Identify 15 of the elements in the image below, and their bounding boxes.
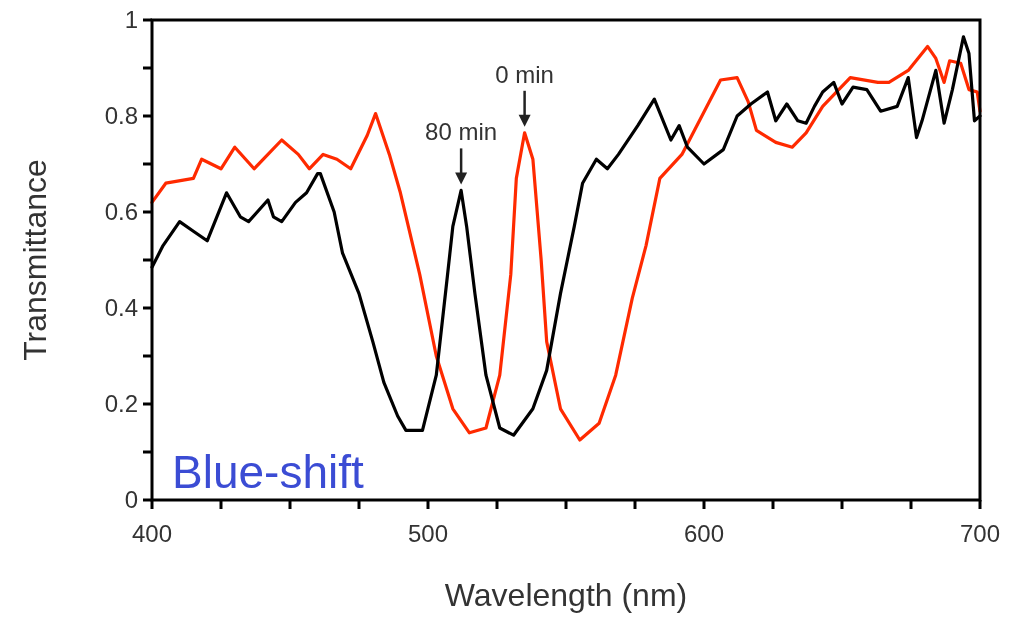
annotation: 80 min	[425, 118, 498, 146]
y-tick-label: 0.8	[104, 102, 138, 129]
annotation: 0 min	[495, 60, 554, 88]
y-tick-label: 0.4	[104, 294, 138, 321]
x-axis-title: Wavelength (nm)	[444, 577, 688, 613]
x-tick-label: 500	[407, 520, 449, 547]
y-axis-title: Transmittance	[17, 159, 53, 361]
x-tick-label: 700	[959, 520, 1001, 547]
annotation: Blue-shift	[172, 446, 364, 498]
y-tick-label: 0.2	[104, 390, 138, 417]
y-tick-label: 0.6	[104, 198, 138, 225]
y-tick-label: 0	[124, 486, 138, 513]
y-tick-label: 1	[124, 6, 138, 33]
x-tick-label: 400	[131, 520, 173, 547]
x-tick-label: 600	[683, 520, 725, 547]
